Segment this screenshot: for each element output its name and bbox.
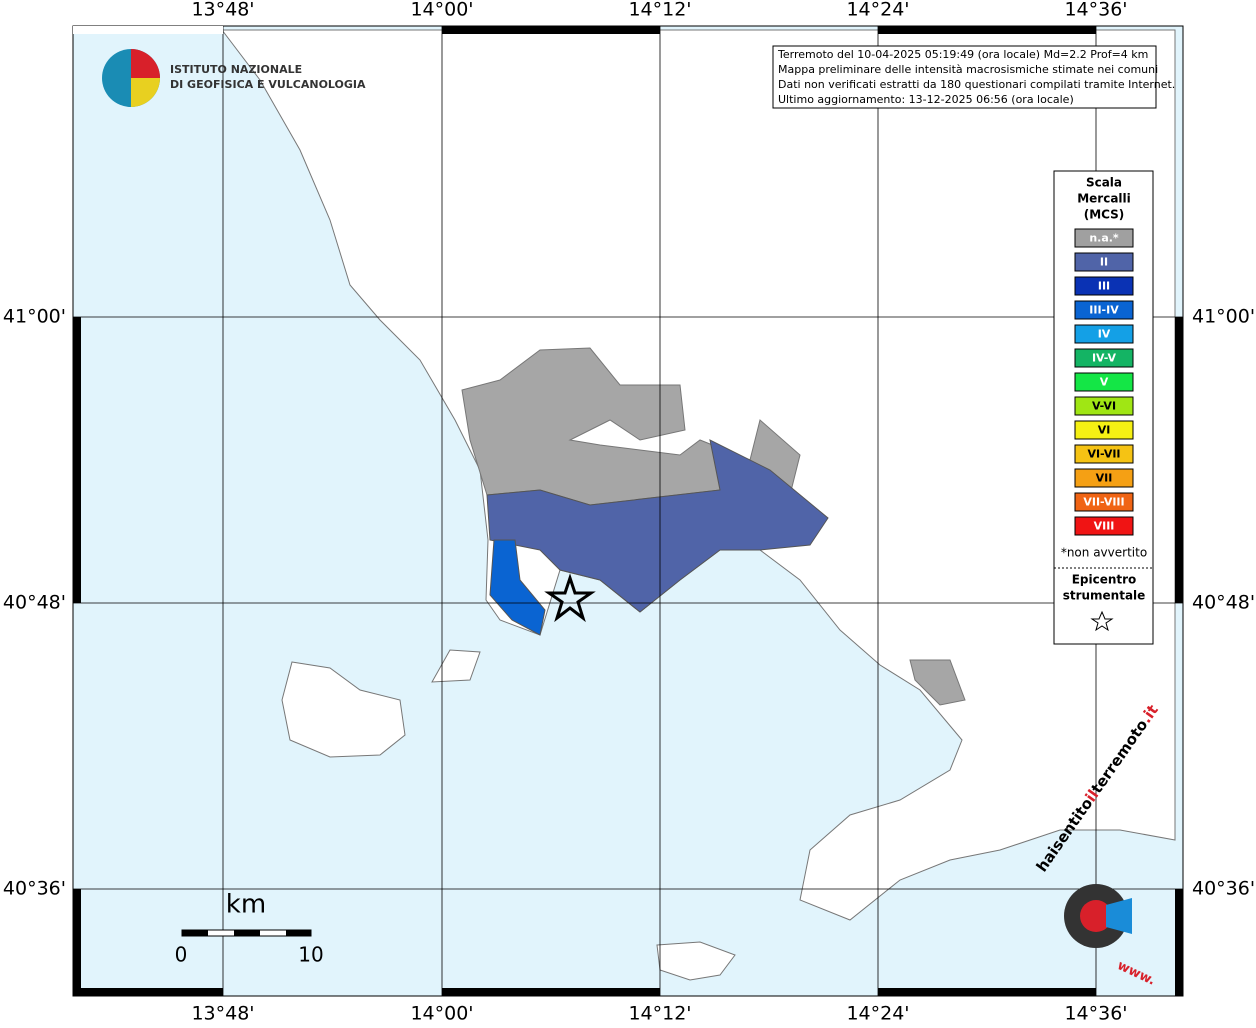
- header-line: Dati non verificati estratti da 180 ques…: [778, 78, 1175, 91]
- lon-label: 14°24': [846, 0, 909, 21]
- legend-label: V: [1100, 376, 1109, 389]
- scale-bar: km 0 10: [175, 890, 324, 967]
- legend-label: IV-V: [1092, 352, 1117, 365]
- badge-center: [1080, 900, 1112, 932]
- lon-label: 14°12': [628, 1003, 691, 1025]
- legend-title: (MCS): [1084, 208, 1125, 222]
- header-line: Terremoto del 10-04-2025 05:19:49 (ora l…: [777, 48, 1148, 61]
- header-line: Ultimo aggiornamento: 13-12-2025 06:56 (…: [778, 93, 1074, 106]
- legend-swatch: [1074, 324, 1134, 344]
- legend-swatch: [1074, 468, 1134, 488]
- legend-note: *non avvertito: [1061, 546, 1147, 560]
- lat-label: 40°36': [1192, 878, 1255, 900]
- legend-swatch: [1074, 396, 1134, 416]
- epicenter-star: [544, 573, 596, 623]
- legend-swatch: [1074, 420, 1134, 440]
- legend-label: II: [1100, 256, 1108, 269]
- logo-segment: [131, 78, 160, 107]
- frame-bar: [73, 26, 223, 34]
- legend-epicenter: Epicentro: [1072, 573, 1137, 587]
- region-ii: [486, 439, 829, 613]
- frame-bar: [1175, 317, 1183, 603]
- lon-label: 14°24': [846, 1003, 909, 1025]
- legend-swatch: [1074, 516, 1134, 536]
- procida: [431, 649, 481, 683]
- legend-swatch: [1074, 276, 1134, 296]
- lat-label: 40°36': [3, 878, 66, 900]
- lat-label: 41°00': [1192, 306, 1255, 328]
- frame-bar: [878, 988, 1096, 996]
- lon-label: 14°36': [1064, 0, 1127, 21]
- legend-swatch: [1074, 228, 1134, 248]
- frame-bar: [442, 26, 660, 34]
- legend-label: VI: [1098, 424, 1111, 437]
- header-frame: [772, 45, 1157, 109]
- logo-text: DI GEOFISICA E VULCANOLOGIA: [170, 78, 366, 91]
- scale-seg: [234, 930, 260, 936]
- region-iii-iv: [489, 539, 546, 636]
- lon-label: 14°00': [410, 0, 473, 21]
- legend-swatch: [1074, 300, 1134, 320]
- legend-label: VII-VIII: [1083, 496, 1124, 509]
- legend-label: III: [1098, 280, 1110, 293]
- frame-bar: [73, 988, 223, 996]
- scale-label: 0: [175, 943, 188, 967]
- logo-segment: [131, 49, 160, 78]
- graticule: [73, 26, 1183, 996]
- legend-title: Mercalli: [1077, 192, 1131, 206]
- legend-label: V-VI: [1092, 400, 1116, 413]
- frame-bar: [73, 317, 81, 603]
- lat-label: 40°48': [3, 592, 66, 614]
- ingv-logo: ISTITUTO NAZIONALE DI GEOFISICA E VULCAN…: [102, 49, 366, 107]
- lon-label: 13°48': [191, 0, 254, 21]
- legend-label: VIII: [1094, 520, 1115, 533]
- legend-swatch: [1074, 348, 1134, 368]
- legend-label: III-IV: [1089, 304, 1119, 317]
- legend-swatch: [1074, 372, 1134, 392]
- legend-label: VI-VII: [1087, 448, 1120, 461]
- frame-bar: [442, 988, 660, 996]
- legend-swatch: [1074, 444, 1134, 464]
- legend-label: n.a.*: [1089, 232, 1119, 245]
- lon-label: 14°00': [410, 1003, 473, 1025]
- logo-text: ISTITUTO NAZIONALE: [170, 63, 302, 76]
- lat-label: 40°48': [1192, 592, 1255, 614]
- legend-epicenter: strumentale: [1063, 589, 1146, 603]
- lat-label: 41°00': [3, 306, 66, 328]
- lon-label: 14°12': [628, 0, 691, 21]
- ischia: [281, 661, 406, 758]
- frame: [72, 25, 1184, 997]
- header-line: Mappa preliminare delle intensità macros…: [778, 63, 1158, 76]
- scale-seg: [182, 930, 208, 936]
- frame-bar: [1175, 889, 1183, 996]
- scale-label: 10: [298, 943, 323, 967]
- frame-bar: [878, 26, 1096, 34]
- legend-star: [1090, 610, 1114, 632]
- lon-label: 13°48': [191, 1003, 254, 1025]
- badge-speaker: [1106, 898, 1132, 934]
- legend-label: VII: [1096, 472, 1113, 485]
- legend-title: Scala: [1086, 176, 1122, 190]
- frame-bar: [73, 889, 81, 996]
- scale-unit: km: [226, 890, 266, 920]
- scale-seg: [286, 930, 311, 936]
- region-na-south: [909, 659, 966, 706]
- lon-label: 14°36': [1064, 1003, 1127, 1025]
- legend-label: IV: [1098, 328, 1111, 341]
- header-box: Terremoto del 10-04-2025 05:19:49 (ora l…: [772, 45, 1175, 109]
- legend-swatch: [1074, 252, 1134, 272]
- legend-swatch: [1074, 492, 1134, 512]
- legend: ScalaMercalli(MCS)n.a.*IIIIIIII-IVIVIV-V…: [1053, 170, 1154, 645]
